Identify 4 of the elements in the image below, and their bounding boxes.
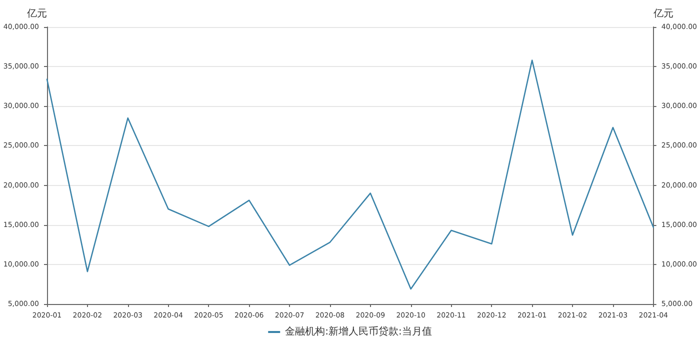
line-series (46, 60, 654, 290)
legend-label: 金融机构:新增人民币贷款:当月值 (285, 326, 432, 338)
y-axis-title: 亿元 (26, 8, 47, 20)
y2-axis-title: 亿元 (652, 8, 674, 20)
